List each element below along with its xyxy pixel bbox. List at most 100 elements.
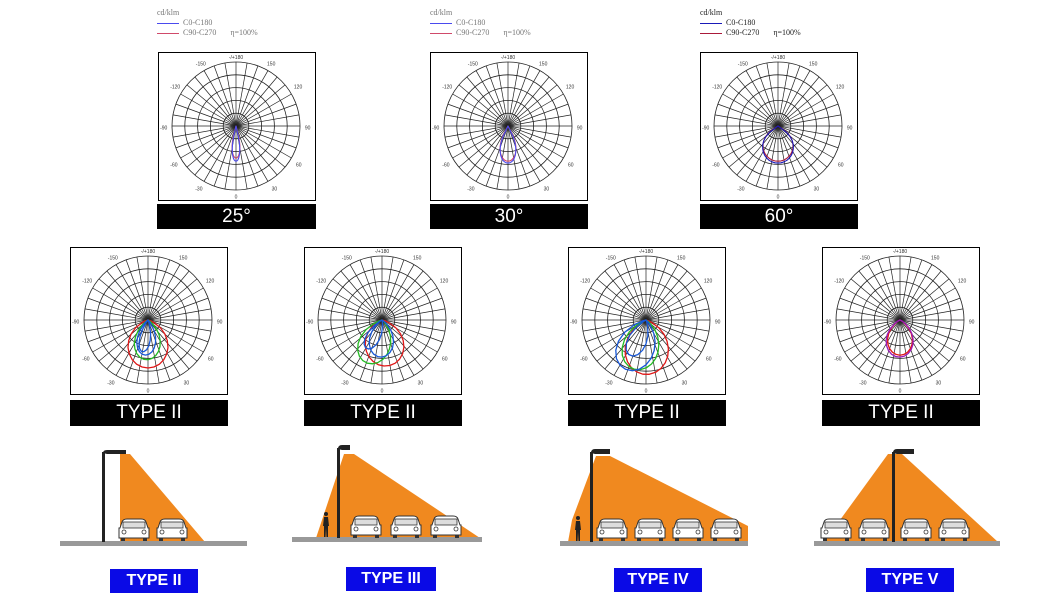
grid-spoke [722, 93, 779, 127]
angle-label: 90 [305, 125, 311, 131]
road [814, 541, 1000, 546]
grid-spoke [899, 278, 950, 321]
legend-series-c0: C0-C180 [456, 18, 486, 27]
grid-spoke [326, 287, 383, 321]
angle-label: -120 [170, 84, 180, 90]
grid-spoke [899, 319, 933, 376]
grid-spoke [147, 319, 212, 332]
grid-spoke [235, 125, 278, 176]
grid-spoke [186, 84, 237, 127]
distribution-curve [357, 319, 392, 365]
angle-label: -60 [834, 356, 841, 362]
angle-label: 30 [184, 381, 190, 387]
angle-label: 0 [147, 388, 150, 393]
grid-spoke [370, 319, 383, 384]
angle-label: -/+180 [771, 55, 786, 61]
grid-spoke [180, 125, 237, 159]
grid-spoke [867, 319, 901, 376]
grid-spoke [645, 319, 710, 332]
grid-spoke [717, 125, 779, 149]
grid-spoke [777, 93, 834, 127]
grid-spoke [766, 125, 779, 190]
distribution-curve [136, 319, 157, 356]
angle-label: -150 [606, 255, 616, 261]
grid-spoke [507, 125, 569, 149]
car-icon [118, 518, 150, 542]
legend-efficiency: η=100% [503, 28, 531, 37]
type-polar-chart-4: -/+180 0 -150 150 -120 120 -90 90 -60 60 -30 30 [822, 247, 980, 395]
legend-series-c0: C0-C180 [726, 18, 756, 27]
grid-spoke [359, 259, 383, 321]
grid-spoke [235, 93, 292, 127]
pole-arm [103, 450, 126, 454]
grid-spoke [381, 264, 415, 321]
legend-efficiency: η=100% [773, 28, 801, 37]
grid-spoke [899, 308, 964, 321]
grid-spoke [585, 297, 647, 321]
legend-60: cd/klm C0-C180 C90-C270 η=100% [700, 8, 801, 38]
angle-label: 30 [544, 187, 550, 193]
grid-spoke [777, 65, 801, 127]
grid-spoke [235, 103, 297, 127]
grid-spoke [466, 125, 509, 176]
pole-arm [338, 445, 350, 450]
grid-spoke [899, 287, 956, 321]
angle-label: -30 [467, 187, 474, 193]
grid-spoke [836, 308, 901, 321]
grid-spoke [203, 70, 237, 127]
legend-swatch-c0 [157, 22, 179, 24]
grid-spoke [175, 125, 237, 149]
grid-spoke [582, 319, 647, 332]
angle-label: -120 [316, 278, 326, 284]
grid-spoke [235, 114, 300, 127]
legend-series-c0: C0-C180 [183, 18, 213, 27]
beam-label-60: 60° [700, 204, 858, 229]
distribution-curve [368, 319, 395, 358]
angle-label: 90 [847, 125, 853, 131]
angle-label: 60 [706, 356, 712, 362]
polar-diagram: -/+180 0 -150 150 -120 120 -90 90 -60 60 -30 30 [702, 55, 853, 199]
grid-spoke [507, 84, 558, 127]
grid-spoke [755, 65, 779, 127]
grid-spoke [507, 62, 520, 127]
angle-label: 120 [566, 84, 575, 90]
grid-spoke [203, 125, 237, 182]
grid-spoke [194, 125, 237, 176]
distribution-curve [615, 319, 656, 372]
grid-spoke [634, 256, 647, 321]
legend-30: cd/klm C0-C180 C90-C270 η=100% [430, 8, 531, 38]
grid-spoke [613, 319, 647, 376]
grid-spoke [507, 103, 569, 127]
type-chart-label-2: TYPE II [304, 400, 462, 426]
grid-spoke [777, 125, 820, 176]
angle-label: -150 [468, 61, 478, 67]
angle-label: 150 [267, 61, 276, 67]
pole [337, 448, 340, 538]
grid-spoke [235, 125, 259, 187]
grid-spoke [888, 319, 901, 384]
grid-spoke [645, 278, 696, 321]
grid-spoke [147, 319, 209, 343]
scene-type-iv [560, 449, 748, 546]
angle-label: 60 [838, 162, 844, 168]
grid-spoke [613, 264, 647, 321]
distribution-curve [625, 319, 649, 357]
grid-spoke [645, 319, 707, 343]
grid-spoke [147, 319, 190, 370]
grid-spoke [180, 93, 237, 127]
pole [102, 452, 105, 542]
grid-spoke [458, 125, 509, 168]
angle-label: -/+180 [501, 55, 516, 61]
angle-label: 90 [577, 125, 583, 131]
angle-label: 60 [568, 162, 574, 168]
angle-label: -90 [306, 319, 313, 325]
angle-label: 150 [809, 61, 818, 67]
angle-label: 60 [960, 356, 966, 362]
grid-spoke [604, 270, 647, 321]
grid-spoke [370, 256, 383, 321]
legend-unit: cd/klm [700, 8, 723, 17]
grid-spoke [98, 319, 149, 362]
grid-spoke [444, 125, 509, 138]
polar-chart-30: -/+180 0 -150 150 -120 120 -90 90 -60 60 -30 30 [430, 52, 588, 201]
road [560, 541, 748, 546]
